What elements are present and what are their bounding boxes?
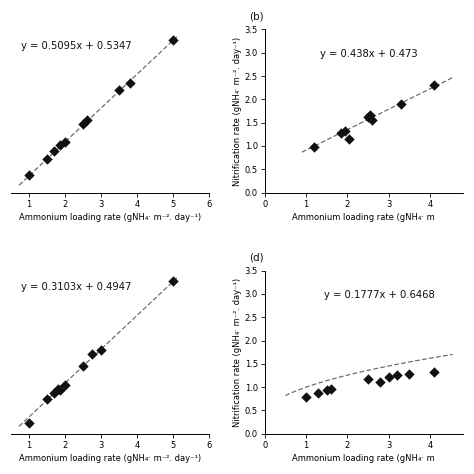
Point — [56, 142, 64, 149]
Point — [323, 387, 330, 394]
Point — [54, 385, 62, 393]
Point — [364, 375, 372, 383]
Point — [366, 111, 374, 118]
Point — [430, 82, 438, 89]
Point — [376, 379, 384, 386]
Text: (d): (d) — [249, 253, 264, 263]
Point — [43, 155, 51, 163]
X-axis label: Ammonium loading rate (gNH₄· m⁻². day⁻¹): Ammonium loading rate (gNH₄· m⁻². day⁻¹) — [19, 213, 201, 222]
Y-axis label: Nitrification rate (gNH₄· m⁻². day⁻¹): Nitrification rate (gNH₄· m⁻². day⁻¹) — [233, 278, 242, 427]
Point — [385, 373, 392, 381]
Point — [51, 390, 58, 397]
Point — [88, 350, 96, 358]
Point — [315, 389, 322, 397]
Point — [346, 135, 353, 143]
Point — [397, 100, 405, 108]
Point — [83, 116, 91, 124]
Point — [310, 144, 318, 151]
Point — [61, 381, 69, 389]
Point — [405, 370, 413, 378]
Text: (b): (b) — [249, 11, 264, 21]
X-axis label: Ammonium loading rate (gNH₄· m: Ammonium loading rate (gNH₄· m — [292, 454, 435, 463]
Point — [341, 127, 349, 135]
Point — [393, 372, 401, 379]
Point — [25, 419, 33, 427]
Point — [79, 120, 87, 128]
X-axis label: Ammonium loading rate (gNH₄· m⁻². day⁻¹): Ammonium loading rate (gNH₄· m⁻². day⁻¹) — [19, 454, 201, 463]
Text: y = 0.438x + 0.473: y = 0.438x + 0.473 — [320, 49, 418, 59]
Point — [126, 79, 134, 87]
Point — [337, 129, 345, 137]
Point — [364, 113, 372, 121]
Y-axis label: Nitrification rate (gNH₄· m⁻². day⁻¹): Nitrification rate (gNH₄· m⁻². day⁻¹) — [233, 36, 242, 186]
Point — [169, 277, 177, 285]
Point — [115, 86, 123, 94]
Point — [51, 147, 58, 155]
Point — [97, 346, 105, 354]
Point — [79, 362, 87, 370]
Point — [302, 393, 310, 401]
Point — [368, 117, 376, 124]
Point — [327, 385, 335, 393]
Point — [61, 138, 69, 146]
Point — [430, 368, 438, 375]
Text: y = 0.5095x + 0.5347: y = 0.5095x + 0.5347 — [21, 41, 132, 51]
Point — [25, 172, 33, 179]
Point — [43, 395, 51, 402]
Point — [56, 386, 64, 394]
X-axis label: Ammonium loading rate (gNH₄· m: Ammonium loading rate (gNH₄· m — [292, 213, 435, 222]
Text: y = 0.3103x + 0.4947: y = 0.3103x + 0.4947 — [21, 282, 131, 292]
Text: y = 0.1777x + 0.6468: y = 0.1777x + 0.6468 — [324, 290, 435, 300]
Point — [169, 36, 177, 44]
